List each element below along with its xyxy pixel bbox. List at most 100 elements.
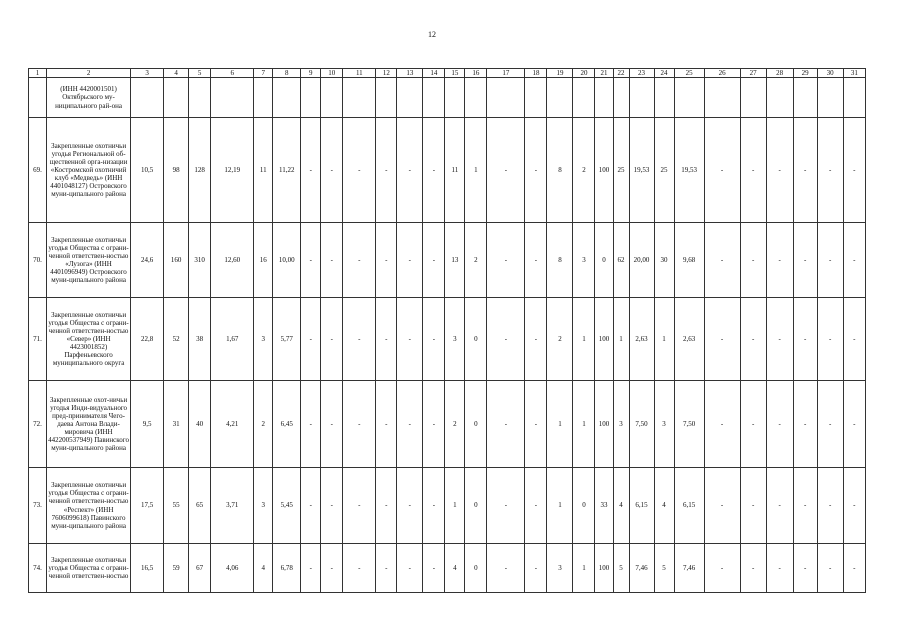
table-cell: - (703, 117, 741, 223)
table-cell: 100 (594, 380, 614, 468)
table-cell: - (816, 467, 844, 544)
table-cell: 2 (464, 222, 488, 298)
table-cell: 1 (572, 543, 596, 593)
table-cell: - (765, 222, 794, 298)
table-cell: 9,68 (673, 222, 705, 298)
table-cell (130, 77, 165, 118)
hunting-ground-name: Закрепленные охотничьи угодья Общества с… (46, 297, 132, 381)
table-cell: 11,22 (272, 117, 302, 223)
table-cell (842, 77, 867, 118)
column-header: 14 (422, 68, 446, 78)
table-cell: - (375, 222, 398, 298)
column-header: 5 (188, 68, 212, 78)
table-cell: 310 (188, 222, 212, 298)
column-header: 26 (703, 68, 741, 78)
table-cell: - (486, 117, 526, 223)
table-cell: 38 (188, 297, 212, 381)
table-cell: 0 (464, 297, 488, 381)
table-cell (188, 77, 212, 118)
column-header: 8 (272, 68, 302, 78)
table-cell: - (342, 297, 377, 381)
table-cell: 8 (546, 222, 574, 298)
table-cell: - (739, 543, 767, 593)
table-cell (422, 77, 446, 118)
table-cell: 1 (546, 380, 574, 468)
table-cell (444, 77, 466, 118)
table-cell (300, 77, 322, 118)
table-cell: 20,00 (628, 222, 655, 298)
table-cell: - (422, 297, 446, 381)
table-cell: 3 (253, 297, 274, 381)
table-cell: 22,8 (130, 297, 165, 381)
table-cell: - (524, 222, 548, 298)
table-cell: 160 (163, 222, 190, 298)
table-cell: 11 (253, 117, 274, 223)
table-cell: - (703, 467, 741, 544)
table-cell: - (739, 117, 767, 223)
table-cell: - (300, 380, 322, 468)
table-cell: 2,63 (673, 297, 705, 381)
table-cell: 3 (572, 222, 596, 298)
table-cell: - (422, 222, 446, 298)
table-cell: 12,60 (210, 222, 255, 298)
table-cell: - (792, 297, 818, 381)
column-header: 28 (765, 68, 794, 78)
table-cell: - (396, 543, 424, 593)
table-cell: - (842, 297, 867, 381)
table-cell (210, 77, 255, 118)
table-cell: 4 (444, 543, 466, 593)
row-number: 72. (27, 380, 48, 468)
column-header: 25 (673, 68, 705, 78)
table-cell: - (524, 467, 548, 544)
table-cell: - (375, 117, 398, 223)
table-cell: 10,00 (272, 222, 302, 298)
table-cell: 11 (444, 117, 466, 223)
table-cell: - (842, 380, 867, 468)
column-header: 23 (628, 68, 655, 78)
table-cell (375, 77, 398, 118)
table-cell: - (816, 117, 844, 223)
table-cell: 24,6 (130, 222, 165, 298)
column-header: 21 (594, 68, 614, 78)
table-cell (612, 77, 630, 118)
table-cell: - (842, 222, 867, 298)
table-cell: 6,15 (673, 467, 705, 544)
table-cell: - (816, 297, 844, 381)
table-cell: - (486, 222, 526, 298)
table-cell: - (703, 222, 741, 298)
table-cell: 3 (612, 380, 630, 468)
table-cell: 25 (612, 117, 630, 223)
table-cell: - (739, 467, 767, 544)
table-cell: 2 (444, 380, 466, 468)
table-cell: 1,67 (210, 297, 255, 381)
table-row: 72. Закрепленные охот-ничьи угодья Инди-в… (27, 380, 867, 468)
table-cell: - (342, 543, 377, 593)
table-cell: 100 (594, 543, 614, 593)
table-cell: - (320, 380, 344, 468)
table-cell: 13 (444, 222, 466, 298)
table-cell (792, 77, 818, 118)
table-cell: - (396, 222, 424, 298)
table-cell: 31 (163, 380, 190, 468)
table-cell: 100 (594, 297, 614, 381)
table-row: 70. Закрепленные охотничьи угодья Обществ… (27, 222, 867, 298)
table-cell: 4 (253, 543, 274, 593)
table-cell: - (765, 117, 794, 223)
table-cell: - (816, 380, 844, 468)
table-cell: - (792, 543, 818, 593)
table-cell: 3,71 (210, 467, 255, 544)
table-cell: - (765, 467, 794, 544)
table-cell: - (375, 380, 398, 468)
table-cell (673, 77, 705, 118)
table-cell: 98 (163, 117, 190, 223)
table-cell (464, 77, 488, 118)
table-cell: - (703, 297, 741, 381)
table-cell: - (524, 297, 548, 381)
table-cell: - (816, 543, 844, 593)
row-number: 71. (27, 297, 48, 381)
row-number: 73. (27, 467, 48, 544)
table-row: 73. Закрепленные охотничьи угодья Обществ… (27, 467, 867, 544)
table-cell: 100 (594, 117, 614, 223)
table-cell: - (842, 543, 867, 593)
column-header: 19 (546, 68, 574, 78)
